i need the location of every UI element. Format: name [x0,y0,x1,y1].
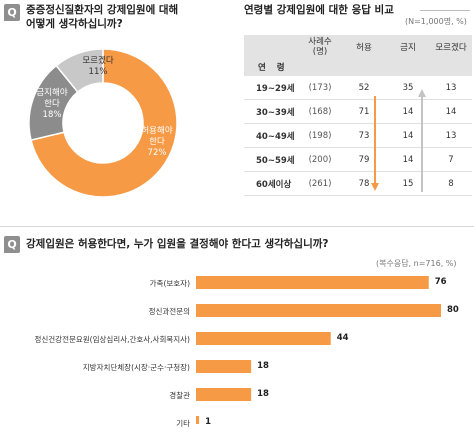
forbid-trend-arrowhead [418,89,426,97]
response-table: 사례수 (명) 허용 금지 모르겠다 연 령 19~29세 (173) 52 3… [244,35,472,196]
bar-3 [196,360,252,373]
question-3-title: 강제입원은 허용한다면, 누가 입원을 결정해야 한다고 생각하십니까? [26,238,329,250]
bar-value-label: 80 [447,305,459,315]
bar-category-label: 가족(보호자) [149,279,190,288]
bar-value-label: 76 [434,277,447,287]
table-note: (N=1,000명, %) [405,17,467,26]
forbid-cell: 35 [402,82,414,93]
slice-allow-line1: 허용해야 [141,126,173,136]
section-divider [0,226,474,227]
dunno-cell: 8 [448,178,454,189]
bar-category-label: 정신건강전문요원(임상심리사,간호사,사회복지사) [34,335,190,344]
dunno-cell: 13 [445,130,457,141]
bar-category-label: 지방자치단체장(시장·군수·구청장) [82,363,190,372]
dunno-cell: 14 [445,106,457,117]
header-cases-line1: 사례수 [308,36,332,47]
allow-cell: 79 [358,154,370,165]
bar-category-label: 경찰관 [169,391,190,400]
table-row: 30~39세 (168) 71 14 14 [244,100,472,124]
allow-cell: 73 [358,130,370,141]
header-blank-4 [386,58,430,76]
header-blank-2 [298,58,342,76]
bar-note: (복수응답, n=716, %) [376,259,457,268]
table-row: 50~59세 (200) 79 14 7 [244,148,472,172]
age-cell: 60세이상 [256,179,292,190]
forbid-cell: 14 [402,130,414,141]
title-rule [420,10,470,11]
header-allow: 허용 [342,35,386,58]
age-cell: 40~49세 [256,131,295,142]
slice-dunno [55,48,104,94]
bar-0 [196,276,429,289]
count-cell: (168) [308,106,332,117]
allow-cell: 71 [358,106,370,117]
allow-cell: 78 [358,178,370,189]
header-blank [244,35,298,58]
count-cell: (261) [308,178,332,189]
header-blank-3 [342,58,386,76]
bar-1 [196,304,441,317]
slice-allow-line2: 한다 [149,137,165,147]
bar-2 [196,332,331,345]
bar-value-label: 1 [205,417,211,427]
header-forbid: 금지 [386,35,430,58]
header-dunno: 모르겠다 [430,35,472,58]
dunno-cell: 13 [445,82,457,93]
slice-allow [30,48,178,198]
bar-value-label: 18 [257,389,269,399]
slice-label-dunno: 모르겠다 11% [76,56,120,78]
age-cell: 50~59세 [256,155,295,166]
table-title: 연령별 강제입원에 대한 응답 비교 [244,4,394,16]
forbid-cell: 14 [402,106,414,117]
question-line-2: 어떻게 생각하십니까? [26,18,123,30]
count-cell: (200) [308,154,332,165]
bar-value-label: 18 [257,361,269,371]
header-cases-line2: (명) [312,46,328,57]
slice-forbid-line1: 금지해야 [36,88,68,98]
header-cases: 사례수 (명) [298,35,342,58]
bar-5 [196,416,200,424]
bar-category-label: 정신과전문의 [148,307,190,316]
count-cell: (173) [308,82,332,93]
slice-dunno-value: 11% [88,67,108,77]
bar-4 [196,388,252,401]
table-row: 40~49세 (198) 73 14 13 [244,124,472,148]
bar-value-label: 44 [336,333,349,343]
age-cell: 30~39세 [256,107,295,118]
donut-chart: 허용해야 한다 72% 금지해야 한다 18% 모르겠다 11% [28,48,178,198]
header-age: 연 령 [244,58,298,76]
age-cell: 19~29세 [256,83,295,94]
table-row: 19~29세 (173) 52 35 13 [244,76,472,100]
forbid-cell: 15 [402,178,414,189]
forbid-cell: 14 [402,154,414,165]
question-line-1: 중증정신질환자의 강제입원에 대해 [26,4,179,16]
question-badge: Q [4,4,20,21]
table-row: 60세이상 (261) 78 15 8 [244,172,472,196]
slice-label-allow: 허용해야 한다 72% [136,126,178,159]
question-badge-2: Q [4,236,20,253]
header-blank-5 [430,58,472,76]
slice-label-forbid: 금지해야 한다 18% [32,88,72,121]
count-cell: (198) [308,130,332,141]
slice-forbid-line2: 한다 [44,99,60,109]
allow-trend-arrowhead [371,183,379,191]
slice-allow-value: 72% [147,148,167,158]
donut-svg [28,48,178,198]
dunno-cell: 7 [448,154,454,165]
allow-cell: 52 [358,82,370,93]
slice-forbid-value: 18% [42,110,62,120]
slice-dunno-line1: 모르겠다 [82,56,114,66]
